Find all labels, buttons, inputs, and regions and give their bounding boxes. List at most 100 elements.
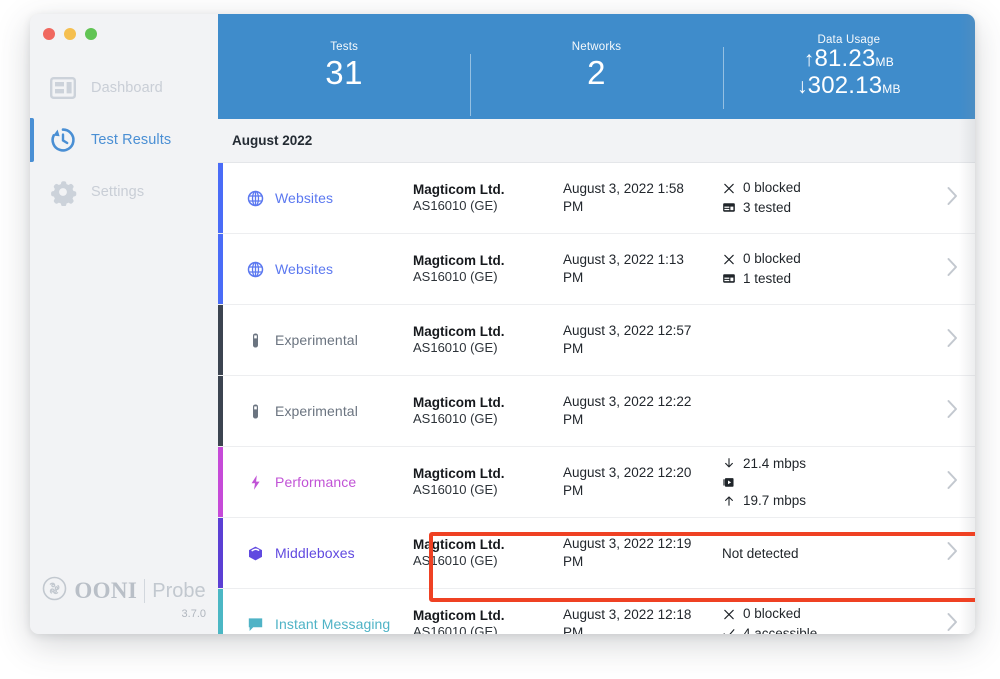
summary-value: 2 [587,54,606,91]
status-line-text: 0 blocked [743,606,801,622]
test-type-label: Experimental [275,403,358,419]
test-date: August 3, 2022 1:13 PM [563,252,684,285]
sidebar: Dashboard Test Results [30,14,218,634]
network-cell: Magticom Ltd. AS16010 (GE) [413,181,563,215]
test-date: August 3, 2022 12:18 PM [563,607,692,634]
close-window-button[interactable] [43,28,55,40]
test-date: August 3, 2022 12:57 PM [563,323,692,356]
status-line-text: 21.4 mbps [743,455,807,471]
chevron-right-icon [946,257,959,282]
minimize-window-button[interactable] [64,28,76,40]
download-unit: MB [882,81,901,96]
status-line-text: 19.7 mbps [743,492,807,508]
row-accent-bar [218,376,223,446]
row-open-button[interactable] [929,328,975,353]
summary-cell-data-usage: Data Usage ↑81.23MB ↓302.13MB [722,34,975,109]
test-result-row[interactable]: Instant Messaging Magticom Ltd. AS16010 (G… [218,589,975,634]
download-arrow-icon [722,455,736,472]
download-value: 302.13 [807,71,883,99]
summary-label: Data Usage [817,34,881,47]
ooni-logo-icon [42,576,67,606]
status-line [722,474,929,491]
middlebox-icon [247,545,264,562]
test-type-label: Websites [275,261,334,277]
summary-bar: Tests 31 Networks 2 Data Usage ↑81.23MB … [218,14,975,119]
summary-label: Tests [330,41,359,53]
sidebar-item-label: Settings [91,184,145,200]
test-result-row[interactable]: Experimental Magticom Ltd. AS16010 (GE) Aug… [218,305,975,376]
status-cell: 0 blocked 1 tested [718,249,929,288]
test-result-row[interactable]: Middleboxes Magticom Ltd. AS16010 (GE) Augu… [218,518,975,589]
sidebar-item-label: Test Results [91,132,172,148]
brand-name: OONI [74,578,138,603]
window-tested-icon [722,270,736,287]
status-line: 0 blocked [722,178,929,198]
status-line-text: 3 tested [743,200,792,215]
status-line: 1 tested [722,269,929,289]
upload-unit: MB [875,55,894,70]
row-open-button[interactable] [929,399,975,424]
row-accent-bar [218,447,223,517]
row-open-button[interactable] [929,186,975,211]
test-result-row[interactable]: Websites Magticom Ltd. AS16010 (GE) August … [218,163,975,234]
sidebar-item-settings[interactable]: Settings [30,166,218,218]
status-cell: 0 blocked 3 tested [718,178,929,217]
network-asn: AS16010 (GE) [413,198,498,214]
test-type-cell: Performance [223,474,413,491]
sidebar-item-test-results[interactable]: Test Results [30,114,218,166]
network-name: Magticom Ltd. [413,324,505,340]
window-traffic-lights [43,28,97,40]
app-version: 3.7.0 [181,608,206,620]
network-name: Magticom Ltd. [413,466,505,482]
status-cell: Not detected [718,546,929,561]
status-line-text: 0 blocked [743,251,801,267]
test-type-cell: Websites [223,261,413,278]
network-name: Magticom Ltd. [413,537,505,553]
row-open-button[interactable] [929,541,975,566]
globe-icon [247,261,264,278]
test-result-row[interactable]: Performance Magticom Ltd. AS16010 (GE) Augu… [218,447,975,518]
status-line: 0 blocked [722,604,929,624]
lightning-bolt-icon [247,474,264,491]
app-window: Dashboard Test Results [30,14,975,634]
row-open-button[interactable] [929,470,975,495]
row-open-button[interactable] [929,612,975,635]
network-asn: AS16010 (GE) [413,411,498,427]
test-type-label: Middleboxes [275,545,355,561]
chevron-right-icon [946,470,959,495]
test-result-row[interactable]: Experimental Magticom Ltd. AS16010 (GE) Aug… [218,376,975,447]
upload-arrow-icon: ↑ [803,48,815,72]
network-asn: AS16010 (GE) [413,482,498,498]
cross-icon [722,180,736,197]
sidebar-nav: Dashboard Test Results [30,62,218,218]
row-accent-bar [218,518,223,588]
download-arrow-icon: ↓ [796,74,808,98]
gear-icon [48,177,78,207]
status-text: Not detected [722,545,799,561]
network-cell: Magticom Ltd. AS16010 (GE) [413,394,563,428]
check-icon [722,625,736,634]
network-asn: AS16010 (GE) [413,624,498,634]
brand-subtitle: Probe [152,579,206,602]
network-name: Magticom Ltd. [413,182,505,198]
status-line-text: 4 accessible [743,626,818,634]
status-line: 3 tested [722,198,929,218]
test-date: August 3, 2022 1:58 PM [563,181,684,214]
test-tube-icon [247,332,264,349]
test-type-cell: Experimental [223,403,413,420]
test-results-list[interactable]: Websites Magticom Ltd. AS16010 (GE) August … [218,163,975,634]
test-result-row[interactable]: Websites Magticom Ltd. AS16010 (GE) August … [218,234,975,305]
maximize-window-button[interactable] [85,28,97,40]
sidebar-item-dashboard[interactable]: Dashboard [30,62,218,114]
test-type-label: Experimental [275,332,358,348]
row-open-button[interactable] [929,257,975,282]
network-cell: Magticom Ltd. AS16010 (GE) [413,536,563,570]
test-date: August 3, 2022 12:19 PM [563,536,692,569]
summary-cell-tests: Tests 31 [218,41,470,92]
status-line: 21.4 mbps [722,454,929,474]
chevron-right-icon [946,612,959,635]
network-name: Magticom Ltd. [413,608,505,624]
row-accent-bar [218,163,223,233]
status-line: 19.7 mbps [722,491,929,511]
status-line-text: 1 tested [743,271,792,286]
